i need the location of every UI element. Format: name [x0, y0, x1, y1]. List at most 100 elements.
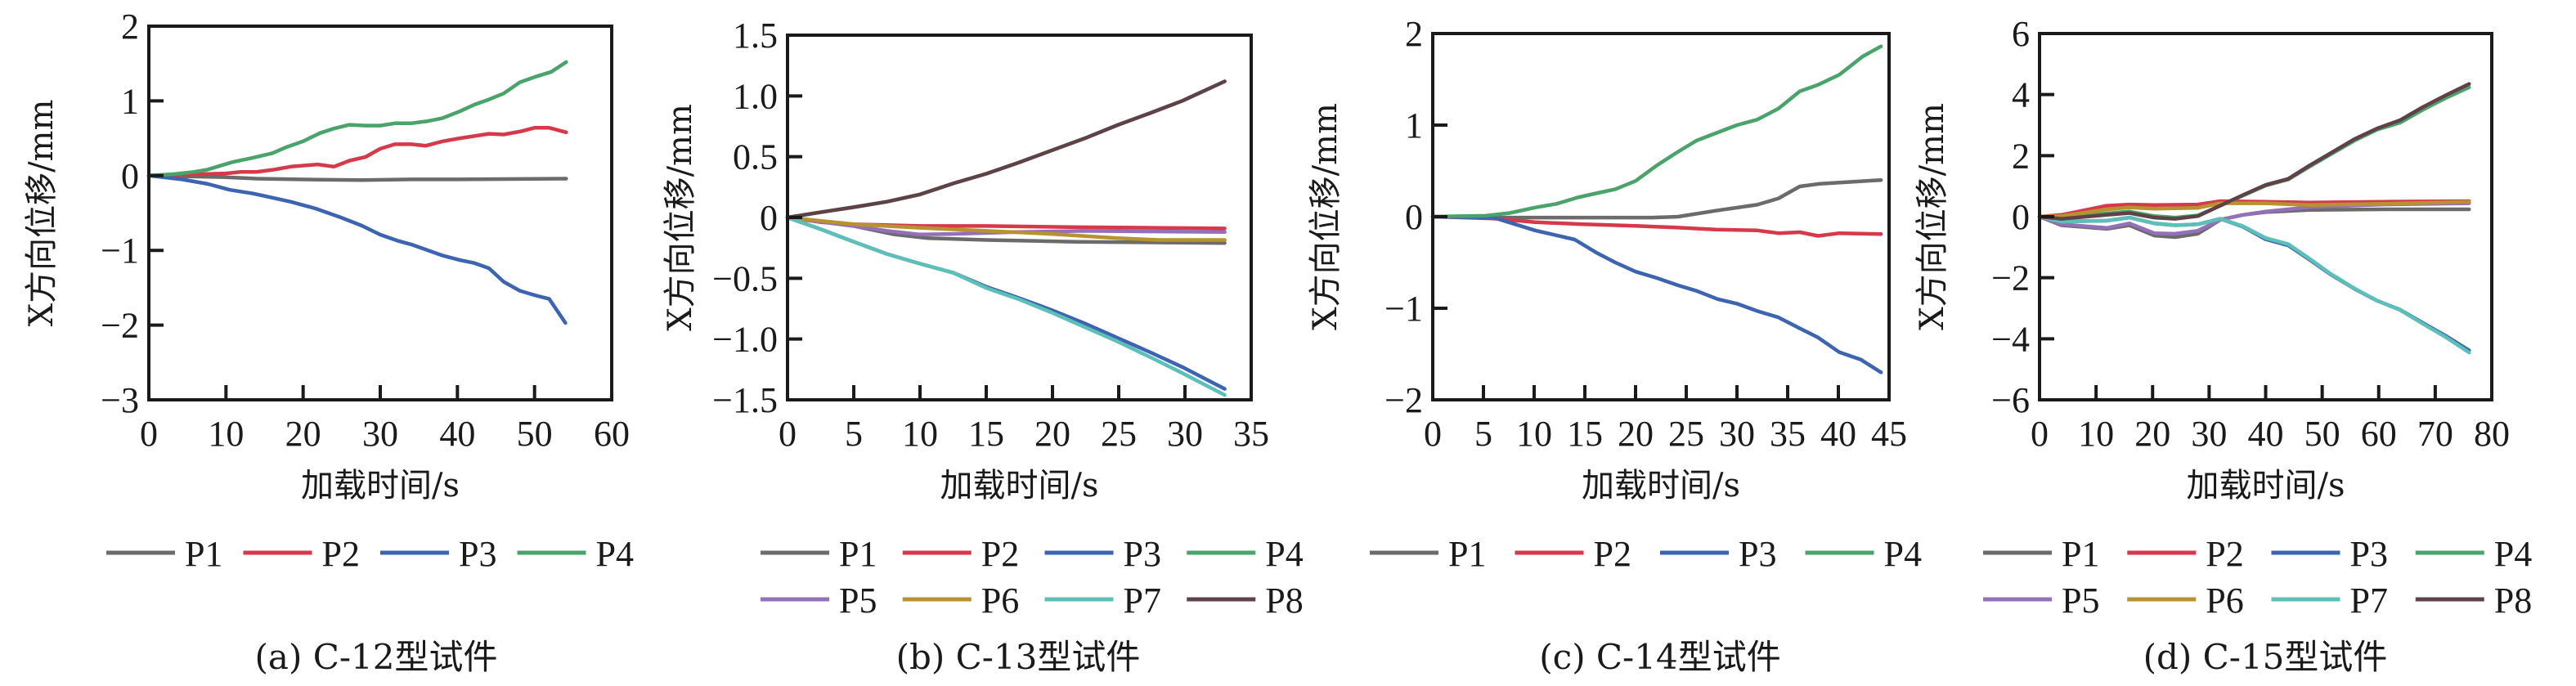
y-tick-label: 6 [2012, 14, 2030, 54]
x-tick-label: 35 [1770, 414, 1806, 454]
legend-label: P3 [2350, 534, 2388, 574]
x-tick-label: 80 [2474, 414, 2510, 454]
x-tick-label: 20 [2134, 414, 2170, 454]
x-tick-label: 30 [2191, 414, 2227, 454]
panel-caption: (b) C-13型试件 [896, 637, 1141, 677]
legend-label: P1 [1448, 534, 1486, 574]
y-tick-label: 4 [2012, 75, 2030, 115]
y-tick-label: −1 [101, 231, 139, 271]
y-tick-label: 2 [2012, 136, 2030, 176]
legend-item-p3: P3 [1044, 534, 1161, 574]
series-line-p7 [785, 215, 1227, 397]
panel-c: 0 5 10 15 20 25 30 35 40 45−2−1012加载时间/sX方向位移/mmP… [1307, 14, 1922, 677]
legend-item-p2: P2 [1515, 534, 1631, 574]
y-tick-label: −2 [1384, 380, 1423, 420]
x-tick-label: 30 [362, 414, 398, 454]
y-tick-label: −1 [1384, 289, 1423, 329]
legend-label: P4 [1884, 534, 1922, 574]
legend: P1 P2 P3 P4 [1370, 534, 1922, 574]
panel-caption: (d) C-15型试件 [2143, 637, 2388, 677]
legend-label: P4 [1265, 534, 1303, 574]
y-axis-label: X方向位移/mm [662, 104, 699, 331]
x-tick-label: 30 [1719, 414, 1755, 454]
y-tick-label: −0.5 [712, 258, 778, 298]
x-tick-label: 0 [779, 414, 797, 454]
x-tick-label: 40 [1820, 414, 1856, 454]
x-tick-label: 25 [1101, 414, 1137, 454]
y-tick-label: 1 [121, 81, 139, 121]
x-axis-label: 加载时间/s [1582, 467, 1740, 504]
plot-frame [147, 25, 613, 401]
y-tick-label: −6 [1991, 380, 2030, 420]
legend-item-p4: P4 [1805, 534, 1922, 574]
panel-b: 0 5 10 15 20 25 30 35 −1.5 −1.0 −0.5 0 0.5 1.0 1.5 加载时间… [662, 16, 1304, 677]
legend-label: P7 [1124, 581, 1161, 621]
y-tick-label: 0 [121, 156, 139, 196]
legend-item-p4: P4 [2415, 534, 2532, 574]
x-tick-label: 20 [1034, 414, 1070, 454]
x-tick-label: 5 [1474, 414, 1492, 454]
x-tick-label: 0 [2031, 414, 2049, 454]
series-line-p3 [1430, 214, 1883, 374]
legend-label: P1 [2062, 534, 2099, 574]
series-group [785, 79, 1227, 397]
series-line-p7 [2037, 214, 2471, 355]
x-axis-label: 加载时间/s [301, 467, 460, 504]
y-axis-label: X方向位移/mm [23, 100, 61, 327]
legend-item-p1: P1 [1370, 534, 1486, 574]
y-tick-label: −2 [1991, 258, 2030, 298]
y-tick-label: 0 [760, 198, 778, 238]
legend-item-p2: P2 [243, 534, 360, 574]
series-line-p3 [146, 173, 568, 325]
x-tick-label: 10 [1516, 414, 1552, 454]
series-line-p1 [146, 173, 568, 182]
legend-label: P7 [2350, 581, 2388, 621]
series-line-p8 [2037, 82, 2471, 221]
series-line-p3 [2037, 214, 2471, 352]
legend-label: P2 [1594, 534, 1631, 574]
y-axis-label: X方向位移/mm [1307, 103, 1344, 330]
x-tick-label: 10 [902, 414, 938, 454]
y-tick-label: −1.0 [712, 320, 778, 360]
legend-label: P2 [322, 534, 360, 574]
y-tick-label: 0 [2012, 197, 2030, 237]
legend-item-p7: P7 [1044, 581, 1161, 621]
y-tick-label: 0 [1405, 197, 1423, 237]
series-line-p2 [2037, 199, 2471, 219]
series-line-p4 [1430, 44, 1883, 219]
series-line-p2 [146, 126, 568, 178]
legend-item-p2: P2 [902, 534, 1019, 574]
legend-label: P4 [2494, 534, 2532, 574]
x-tick-label: 0 [140, 414, 158, 454]
legend-item-p6: P6 [902, 581, 1019, 621]
legend-label: P2 [2206, 534, 2243, 574]
legend-item-p5: P5 [761, 581, 877, 621]
legend-item-p8: P8 [2415, 581, 2532, 621]
panel-a: 0 10 20 30 40 50 60 −3 −2 −1 0 1 2 加载时间/s X方向位移/mm P1 P2… [23, 7, 634, 677]
plot-frame [786, 34, 1253, 401]
x-tick-label: 20 [1618, 414, 1654, 454]
x-tick-label: 35 [1233, 414, 1269, 454]
x-tick-label: 50 [2304, 414, 2340, 454]
y-tick-label: 2 [1405, 14, 1423, 54]
x-tick-label: 30 [1167, 414, 1203, 454]
legend-item-p5: P5 [1983, 581, 2099, 621]
y-tick-label: 1.0 [733, 76, 778, 116]
legend-item-p2: P2 [2127, 534, 2244, 574]
x-tick-label: 60 [2361, 414, 2397, 454]
x-tick-label: 25 [1668, 414, 1704, 454]
series-line-p1 [1430, 177, 1883, 220]
legend-label: P3 [1124, 534, 1161, 574]
panel-caption: (a) C-12型试件 [255, 637, 498, 677]
series-line-p8 [785, 79, 1227, 220]
legend-label: P5 [839, 581, 877, 621]
y-axis-label: X方向位移/mm [1914, 103, 1951, 330]
panel-d: 0 10 20 30 40 50 60 70 80 −6 −4 −2 0 2 4 6 加载时间/s X方向位移/m… [1914, 14, 2532, 677]
legend-item-p4: P4 [1187, 534, 1304, 574]
x-tick-label: 10 [2078, 414, 2114, 454]
series-line-p6 [2037, 200, 2471, 219]
y-tick-label: 2 [121, 7, 139, 47]
x-tick-label: 45 [1871, 414, 1907, 454]
y-tick-label: 0.5 [733, 137, 778, 177]
